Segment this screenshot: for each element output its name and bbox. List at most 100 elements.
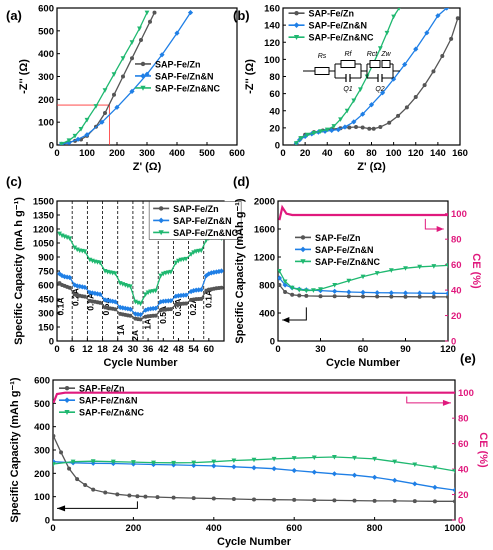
data-point [148, 19, 152, 24]
data-point [218, 268, 224, 274]
y-tick-label: 400 [34, 422, 50, 433]
data-point [183, 256, 189, 262]
data-point [311, 288, 316, 293]
data-point [174, 30, 180, 36]
y-right-tick-label: 80 [451, 235, 462, 246]
data-point [311, 455, 317, 461]
y-tick-label: 40 [269, 106, 280, 117]
data-point [372, 498, 377, 503]
data-point [452, 487, 455, 493]
data-point [351, 472, 358, 478]
y-tick-label: 100 [264, 55, 280, 66]
data-point [392, 477, 398, 483]
x-tick-label: 60 [204, 344, 215, 355]
legend-label: SAP-Fe/Zn [79, 384, 125, 394]
y-tick-label: 1050 [33, 239, 54, 250]
data-point [127, 284, 133, 289]
data-point [278, 269, 282, 274]
data-point [432, 484, 438, 490]
x-tick-label: 60 [344, 148, 355, 159]
y-tick-label: 20 [269, 123, 280, 134]
x-tick-label: 400 [206, 523, 222, 534]
x-tick-label: 48 [173, 344, 184, 355]
circuit-label: Rs [318, 53, 327, 60]
axis-arrows [57, 396, 451, 512]
data-point [59, 273, 65, 279]
data-point [114, 104, 120, 110]
data-point [151, 460, 156, 466]
data-point [103, 490, 108, 495]
data-point [300, 259, 306, 265]
data-point [374, 290, 380, 296]
circuit-label: Rf [345, 51, 353, 58]
y-tick-label: 600 [34, 376, 50, 387]
data-point [335, 126, 341, 133]
y-tick-label: 80 [269, 72, 280, 83]
equivalent-circuit-inset: Rs Rf Rct Zw Q1 Q2 [303, 51, 400, 93]
y-tick-label: 300 [38, 309, 54, 320]
legend-label: SAP-Fe/Zn&N [309, 21, 368, 31]
data-point [388, 268, 394, 273]
y-right-tick-label: 60 [458, 439, 469, 450]
data-point [66, 138, 72, 144]
data-point [78, 127, 84, 132]
data-point [332, 288, 338, 294]
data-point [329, 127, 335, 134]
data-point [112, 92, 116, 97]
data-point [412, 481, 418, 487]
data-point [424, 30, 430, 36]
data-point [82, 294, 87, 299]
series-line [61, 12, 148, 145]
data-point [77, 283, 83, 289]
data-point [445, 263, 448, 268]
data-point [372, 456, 377, 462]
legend-entry: SAP-Fe/Zn [59, 384, 125, 394]
data-point [312, 498, 317, 503]
x-tick-label: 40 [322, 148, 333, 159]
y-right-axis-label: CE (%) [470, 253, 482, 289]
data-point [346, 289, 352, 295]
legend-entry: SAP-Fe/Zn&NC [135, 83, 221, 93]
data-point [67, 285, 72, 290]
legend-label: SAP-Fe/Zn&N [155, 71, 214, 81]
y-tick-label: 300 [34, 446, 50, 457]
legend-label: SAP-Fe/Zn&NC [309, 33, 375, 43]
data-point [75, 136, 81, 142]
legend-entry: SAP-Fe/Zn&N [295, 245, 374, 255]
x-tick-label: 160 [452, 148, 468, 159]
data-point [332, 283, 338, 288]
data-point [300, 235, 306, 240]
panel-b: (b) 0 20 40 60 80 100 120 140 160 0 20 40 60 80 100 120 1… [233, 4, 468, 174]
data-point [158, 273, 164, 279]
panel-label: (e) [460, 351, 476, 366]
circuit-label: Q2 [375, 86, 384, 93]
data-point [417, 264, 423, 270]
data-point [171, 495, 176, 500]
data-point [137, 26, 142, 32]
x-tick-label: 30 [128, 344, 139, 355]
data-point [61, 274, 68, 280]
data-point [153, 305, 159, 311]
y-tick-label: 1200 [254, 253, 275, 264]
y-tick-label: 0 [49, 337, 54, 348]
x-tick-label: 120 [408, 148, 424, 159]
data-point [128, 313, 133, 318]
data-point [173, 293, 179, 299]
data-point [332, 294, 337, 299]
data-point [191, 460, 197, 466]
data-point [293, 22, 300, 28]
data-point [111, 72, 117, 77]
data-point [188, 252, 194, 257]
data-point [102, 297, 108, 303]
data-point [397, 8, 401, 11]
x-tick-label: 400 [169, 148, 185, 159]
data-point [293, 141, 299, 145]
data-point [152, 10, 157, 15]
y-right-tick-label: 0 [458, 516, 463, 527]
data-point [191, 496, 196, 501]
series-line [53, 391, 455, 404]
legend-entry: SAP-Fe/Zn&N [288, 21, 368, 31]
data-point [140, 85, 146, 91]
data-point [64, 397, 70, 403]
data-point [298, 136, 304, 141]
